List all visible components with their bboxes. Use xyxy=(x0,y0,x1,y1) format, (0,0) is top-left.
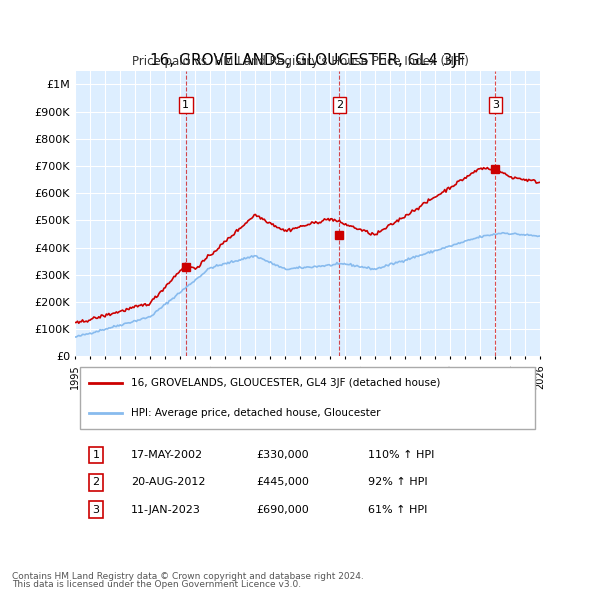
FancyBboxPatch shape xyxy=(80,367,535,429)
Text: Price paid vs. HM Land Registry's House Price Index (HPI): Price paid vs. HM Land Registry's House … xyxy=(131,55,469,68)
Text: 16, GROVELANDS, GLOUCESTER, GL4 3JF (detached house): 16, GROVELANDS, GLOUCESTER, GL4 3JF (det… xyxy=(131,378,440,388)
Text: 61% ↑ HPI: 61% ↑ HPI xyxy=(368,504,427,514)
Text: 110% ↑ HPI: 110% ↑ HPI xyxy=(368,450,434,460)
Text: 11-JAN-2023: 11-JAN-2023 xyxy=(131,504,200,514)
Text: £690,000: £690,000 xyxy=(256,504,309,514)
Text: 2: 2 xyxy=(92,477,100,487)
Text: HPI: Average price, detached house, Gloucester: HPI: Average price, detached house, Glou… xyxy=(131,408,380,418)
Text: 3: 3 xyxy=(92,504,100,514)
Title: 16, GROVELANDS, GLOUCESTER, GL4 3JF: 16, GROVELANDS, GLOUCESTER, GL4 3JF xyxy=(149,53,466,68)
Text: 1: 1 xyxy=(182,100,189,110)
Text: This data is licensed under the Open Government Licence v3.0.: This data is licensed under the Open Gov… xyxy=(12,580,301,589)
Text: £330,000: £330,000 xyxy=(256,450,309,460)
Text: 3: 3 xyxy=(492,100,499,110)
Text: £445,000: £445,000 xyxy=(256,477,309,487)
Text: 2: 2 xyxy=(336,100,343,110)
Text: 1: 1 xyxy=(92,450,100,460)
Text: Contains HM Land Registry data © Crown copyright and database right 2024.: Contains HM Land Registry data © Crown c… xyxy=(12,572,364,581)
Text: 20-AUG-2012: 20-AUG-2012 xyxy=(131,477,205,487)
Text: 17-MAY-2002: 17-MAY-2002 xyxy=(131,450,203,460)
Text: 92% ↑ HPI: 92% ↑ HPI xyxy=(368,477,428,487)
